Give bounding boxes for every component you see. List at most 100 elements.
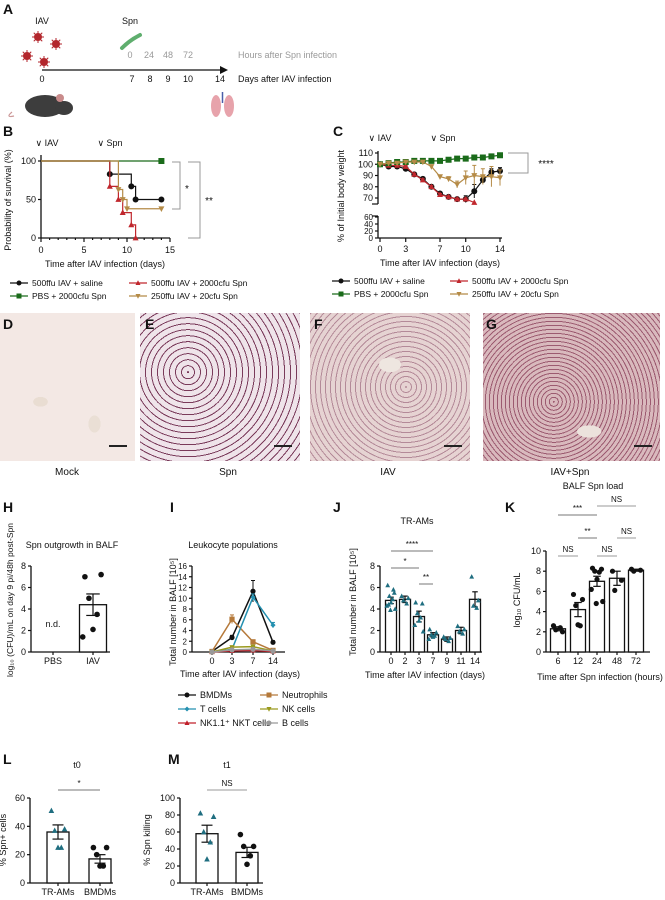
scale-bar (444, 445, 462, 447)
x-tick-label: 5 (81, 245, 86, 255)
data-point (612, 587, 618, 593)
data-point (637, 567, 644, 573)
data-point (462, 175, 469, 182)
hours-axis-caption: Hours after Spn infection (238, 50, 337, 60)
data-point (229, 634, 235, 641)
data-point (470, 603, 476, 608)
x-tick-label: 0 (388, 656, 393, 666)
data-point (204, 856, 210, 862)
bar-group-tr-ams: TR-AMs (42, 807, 75, 897)
legend-item: PBS + 2000cfu Spn (332, 289, 429, 299)
series-line (211, 648, 274, 653)
data-point (442, 636, 448, 642)
data-point (270, 639, 276, 645)
data-point (55, 844, 61, 850)
series-500ffu-iav-saline (41, 160, 165, 203)
data-point (428, 164, 435, 170)
y-tick-label: 2 (21, 626, 26, 636)
y-tick-label: 6 (536, 586, 541, 596)
series-pbs-2000cfu-spn (377, 152, 503, 168)
y-tick-label: 6 (370, 583, 375, 593)
data-point (445, 156, 452, 163)
x-tick-label: 72 (631, 656, 641, 666)
data-point (414, 610, 420, 616)
data-point (454, 182, 461, 188)
x-tick-label: PBS (44, 656, 62, 666)
data-point (158, 196, 165, 203)
y-tick-label: 10 (178, 594, 187, 603)
data-point (557, 625, 563, 631)
significance-label: NS (562, 545, 573, 554)
panel-label-d: D (3, 316, 14, 332)
data-point (446, 638, 452, 644)
data-point (48, 807, 55, 813)
data-point (250, 588, 256, 594)
data-point (475, 597, 481, 603)
data-point (247, 853, 254, 859)
survival-curve (41, 160, 162, 210)
bar-group-24: 24 (588, 565, 606, 666)
y-tick-label: 12 (178, 584, 187, 593)
y-axis-label: % Spn+ cells (0, 813, 8, 866)
significance-bracket: **** (508, 152, 554, 174)
data-point (240, 843, 247, 850)
y-tick-label: 40 (15, 821, 25, 831)
data-point (471, 188, 478, 195)
spn-timepoint-marker: ∨ Spn (97, 138, 122, 148)
hours-tick-label: 24 (144, 50, 154, 60)
x-tick-label: 7 (437, 244, 442, 254)
legend-item: B cells (260, 718, 309, 728)
chart-h: 0 2 4 6 8 Spn outgrowth in BALF log₁₀ (CFU)/mL… (5, 523, 119, 677)
data-point (437, 174, 443, 180)
data-point (158, 206, 165, 213)
histology-image-iav-spn (483, 313, 660, 461)
mouse-body (25, 95, 65, 117)
histology-image-iav (310, 313, 470, 461)
bar-group-6: 6 (549, 623, 567, 666)
data-point (426, 636, 432, 642)
hours-tick-label: 48 (163, 50, 173, 60)
data-point (579, 596, 586, 603)
y-tick-label: 40 (165, 844, 175, 854)
series-bmdms (209, 580, 276, 655)
significance-label: NS (221, 779, 232, 788)
x-tick-label: BMDMs (84, 887, 116, 897)
x-tick-label: IAV (86, 656, 100, 666)
data-point (115, 196, 122, 202)
significance-label: ** (584, 527, 590, 536)
x-tick-label: 9 (444, 656, 449, 666)
legend-marker (338, 291, 344, 297)
significance-label: **** (406, 540, 418, 549)
data-point (402, 163, 409, 169)
data-point (454, 155, 461, 162)
bar-group-12: 12 (569, 591, 587, 666)
significance-annotation: ** (578, 527, 597, 539)
caption-mock: Mock (55, 467, 79, 478)
chart-title: Spn outgrowth in BALF (26, 540, 119, 550)
bar-group-11: 11 (454, 623, 468, 666)
data-point (250, 639, 256, 645)
x-axis-label: Time after IAV infection (days) (365, 670, 485, 680)
legend-item: 500ffu IAV + 2000cfu Spn (129, 278, 248, 288)
series-neutrophils (209, 614, 276, 655)
data-point (479, 174, 486, 180)
y-tick-label: 4 (536, 607, 541, 617)
y-tick-label: 8 (536, 566, 541, 576)
days-tick-label: 14 (215, 74, 225, 84)
data-point (93, 851, 100, 858)
significance-label: * (77, 779, 80, 788)
legend-marker (135, 294, 141, 299)
bar-group-48: 48 (608, 568, 626, 666)
legend-marker (456, 278, 462, 283)
lung-right (224, 95, 234, 117)
mouse-head (55, 101, 73, 115)
x-tick-label: 11 (456, 656, 465, 666)
y-axis-label: % of Initial body weight (336, 149, 346, 242)
y-axis-label: Total number in BALF [10⁵] (168, 558, 178, 666)
panel-label-l: L (3, 751, 12, 767)
panel-label-a: A (3, 1, 13, 17)
data-point (119, 197, 126, 203)
panel-label-g: G (486, 316, 497, 332)
data-point (413, 599, 419, 605)
y-tick-label: 20 (15, 850, 25, 860)
